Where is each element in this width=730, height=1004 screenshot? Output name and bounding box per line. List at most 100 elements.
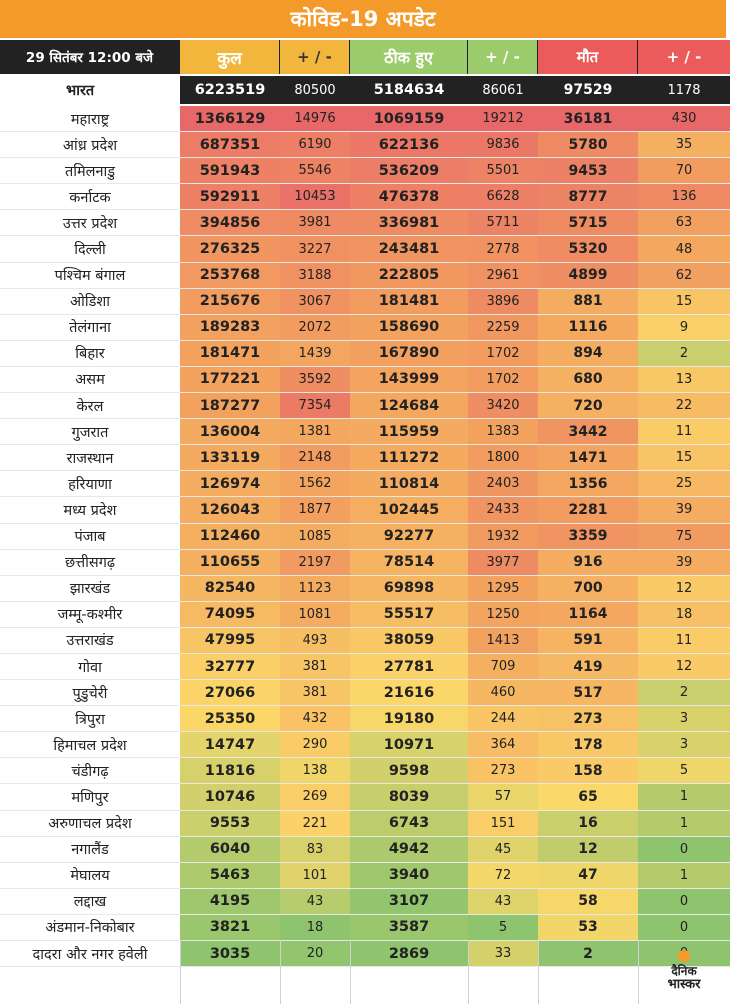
state-name: राजस्थान [0, 445, 180, 471]
table-row: लद्दाख 4195 43 3107 43 58 0 [0, 888, 730, 915]
state-name: लद्दाख [0, 888, 180, 914]
recovered-change: 1413 [468, 627, 538, 653]
state-name: दादरा और नगर हवेली [0, 941, 180, 967]
deaths-change: 12 [638, 653, 730, 680]
table-row: गोवा 32777 381 27781 709 419 12 [0, 653, 730, 681]
total-cases: 112460 [180, 523, 280, 549]
india-deaths: 97529 [563, 82, 613, 98]
deaths-change: 18 [638, 601, 730, 627]
recovered: 3940 [350, 862, 468, 888]
state-name: महाराष्ट्र [0, 106, 180, 132]
recovered-change: 2433 [468, 497, 538, 523]
recovered-change: 33 [468, 941, 538, 967]
recovered: 1069159 [350, 106, 468, 132]
total-change: 1123 [280, 575, 350, 601]
deaths: 65 [538, 784, 638, 810]
table-row: अरुणाचल प्रदेश 9553 221 6743 151 16 1 [0, 810, 730, 837]
deaths: 517 [538, 680, 638, 706]
sun-icon [678, 950, 690, 962]
total-cases: 5463 [180, 862, 280, 888]
recovered: 10971 [350, 732, 468, 758]
table-row: अंडमान-निकोबार 3821 18 3587 5 53 0 [0, 914, 730, 941]
logo-line1: दैनिक [671, 964, 697, 978]
recovered-change: 2259 [468, 314, 538, 340]
deaths: 158 [538, 758, 638, 784]
recovered: 4942 [350, 836, 468, 862]
total-change: 1381 [280, 419, 350, 445]
table-row: चंडीगढ़ 11816 138 9598 273 158 5 [0, 758, 730, 785]
logo-line2: भास्कर [667, 977, 701, 992]
total-change: 2197 [280, 549, 350, 575]
deaths: 4899 [538, 262, 638, 288]
recovered: 110814 [350, 471, 468, 497]
recovered: 21616 [350, 680, 468, 706]
table-row: तेलंगाना 189283 2072 158690 2259 1116 9 [0, 314, 730, 341]
state-table-body: महाराष्ट्र 1366129 14976 1069159 19212 36181 4… [0, 106, 730, 968]
header-total: कुल [180, 40, 280, 74]
total-cases: 126974 [180, 471, 280, 497]
footer-area [0, 940, 730, 1004]
deaths: 9453 [538, 158, 638, 184]
table-row: राजस्थान 133119 2148 111272 1800 1471 15 [0, 445, 730, 472]
recovered-change: 6628 [468, 184, 538, 210]
recovered: 222805 [350, 262, 468, 288]
india-recovered: 5184634 [373, 82, 445, 98]
deaths: 419 [538, 653, 638, 680]
table-row: केरल 187277 7354 124684 3420 720 22 [0, 393, 730, 420]
deaths-change: 48 [638, 236, 730, 262]
total-cases: 276325 [180, 236, 280, 262]
total-cases: 32777 [180, 653, 280, 680]
deaths: 3442 [538, 419, 638, 445]
recovered: 27781 [350, 653, 468, 680]
state-name: नगालैंड [0, 836, 180, 862]
total-cases: 592911 [180, 184, 280, 210]
deaths-change: 39 [638, 497, 730, 523]
recovered: 92277 [350, 523, 468, 549]
table-row: उत्तराखंड 47995 493 38059 1413 591 11 [0, 627, 730, 654]
deaths-change: 11 [638, 419, 730, 445]
deaths: 2 [538, 941, 638, 967]
table-row: जम्मू-कश्मीर 74095 1081 55517 1250 1164 18 [0, 601, 730, 628]
deaths-change: 0 [638, 888, 730, 914]
deaths: 8777 [538, 184, 638, 210]
state-name: पुडुचेरी [0, 680, 180, 706]
recovered-change: 43 [468, 888, 538, 914]
total-cases: 187277 [180, 393, 280, 419]
recovered: 143999 [350, 366, 468, 393]
deaths-change: 2 [638, 340, 730, 366]
deaths: 680 [538, 366, 638, 393]
deaths: 5780 [538, 132, 638, 158]
recovered: 55517 [350, 601, 468, 627]
deaths: 881 [538, 288, 638, 314]
table-row: त्रिपुरा 25350 432 19180 244 273 3 [0, 706, 730, 733]
india-deaths-change: 1178 [667, 82, 701, 98]
total-change: 43 [280, 888, 350, 914]
state-name: केरल [0, 393, 180, 419]
recovered: 8039 [350, 784, 468, 810]
recovered-change: 2403 [468, 471, 538, 497]
state-name: त्रिपुरा [0, 706, 180, 732]
recovered-change: 1800 [468, 445, 538, 471]
total-change: 20 [280, 941, 350, 967]
recovered: 336981 [350, 210, 468, 236]
recovered: 102445 [350, 497, 468, 523]
recovered-change: 364 [468, 732, 538, 758]
total-change: 1085 [280, 523, 350, 549]
state-name: मणिपुर [0, 784, 180, 810]
recovered: 6743 [350, 810, 468, 836]
state-name: चंडीगढ़ [0, 758, 180, 784]
total-change: 18 [280, 914, 350, 940]
state-name: अंडमान-निकोबार [0, 914, 180, 940]
total-cases: 6040 [180, 836, 280, 862]
recovered-change: 3896 [468, 288, 538, 314]
deaths-change: 75 [638, 523, 730, 549]
recovered: 181481 [350, 288, 468, 314]
total-change: 3981 [280, 210, 350, 236]
deaths-change: 15 [638, 445, 730, 471]
deaths-change: 39 [638, 549, 730, 575]
total-cases: 1366129 [180, 106, 280, 132]
recovered: 3107 [350, 888, 468, 914]
state-name: उत्तर प्रदेश [0, 210, 180, 236]
deaths: 720 [538, 393, 638, 419]
recovered: 167890 [350, 340, 468, 366]
